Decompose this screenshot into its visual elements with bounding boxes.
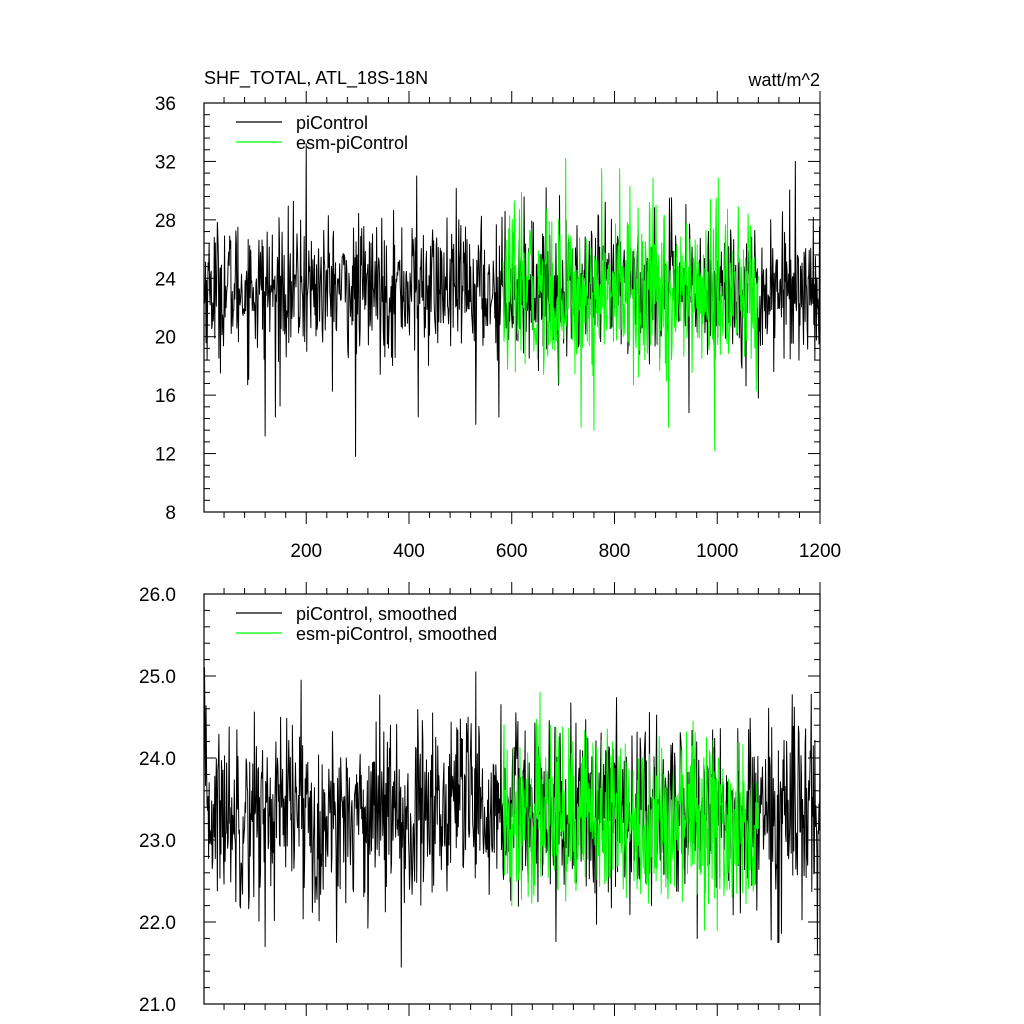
series-line-esm-picontrol	[502, 158, 759, 452]
y-tick-label: 22.0	[139, 913, 176, 934]
top-panel: 8 12 16 20 24 28 32 36 200 400 600 800 1000 1200 piCo…	[155, 91, 841, 562]
y-tick-label: 36	[155, 94, 176, 115]
y-tick-label: 21.0	[139, 995, 176, 1016]
series-line-picontrol	[203, 143, 821, 457]
x-tick-label: 200	[290, 541, 322, 562]
bottom-panel: 21.0 22.0 23.0 24.0 25.0 26.0 piControl, smoo…	[139, 582, 821, 1016]
series-line-esm-picontrol-smoothed	[502, 691, 759, 931]
y-tick-label: 25.0	[139, 667, 176, 688]
chart-title: SHF_TOTAL, ATL_18S-18N	[204, 68, 428, 89]
units-label: watt/m^2	[748, 70, 820, 90]
x-tick-label: 800	[599, 541, 631, 562]
legend-label-picontrol: piControl	[296, 113, 368, 133]
y-tick-label: 32	[155, 152, 176, 173]
x-tick-label: 600	[496, 541, 528, 562]
y-tick-label: 16	[155, 386, 176, 407]
y-tick-label: 12	[155, 445, 176, 466]
top-panel-ticks: 8 12 16 20 24 28 32 36 200 400 600 800 1000 1200	[155, 91, 841, 562]
y-tick-label: 20	[155, 328, 176, 349]
y-tick-label: 28	[155, 211, 176, 232]
bottom-panel-ticks: 21.0 22.0 23.0 24.0 25.0 26.0	[139, 582, 821, 1016]
y-tick-label: 23.0	[139, 831, 176, 852]
top-panel-legend: piControl esm-piControl	[236, 113, 408, 153]
x-tick-label: 1200	[799, 541, 841, 562]
x-tick-label: 400	[393, 541, 425, 562]
top-panel-series	[203, 143, 821, 457]
x-tick-label: 1000	[696, 541, 738, 562]
bottom-panel-legend: piControl, smoothed esm-piControl, smoot…	[236, 604, 497, 644]
legend-label-picontrol-smoothed: piControl, smoothed	[296, 604, 457, 624]
y-tick-label: 24.0	[139, 749, 176, 770]
y-tick-label: 8	[165, 503, 176, 524]
legend-label-esm-picontrol-smoothed: esm-piControl, smoothed	[296, 624, 497, 644]
y-tick-label: 26.0	[139, 585, 176, 606]
bottom-panel-series	[203, 667, 821, 968]
y-tick-label: 24	[155, 269, 177, 290]
legend-label-esm-picontrol: esm-piControl	[296, 133, 408, 153]
